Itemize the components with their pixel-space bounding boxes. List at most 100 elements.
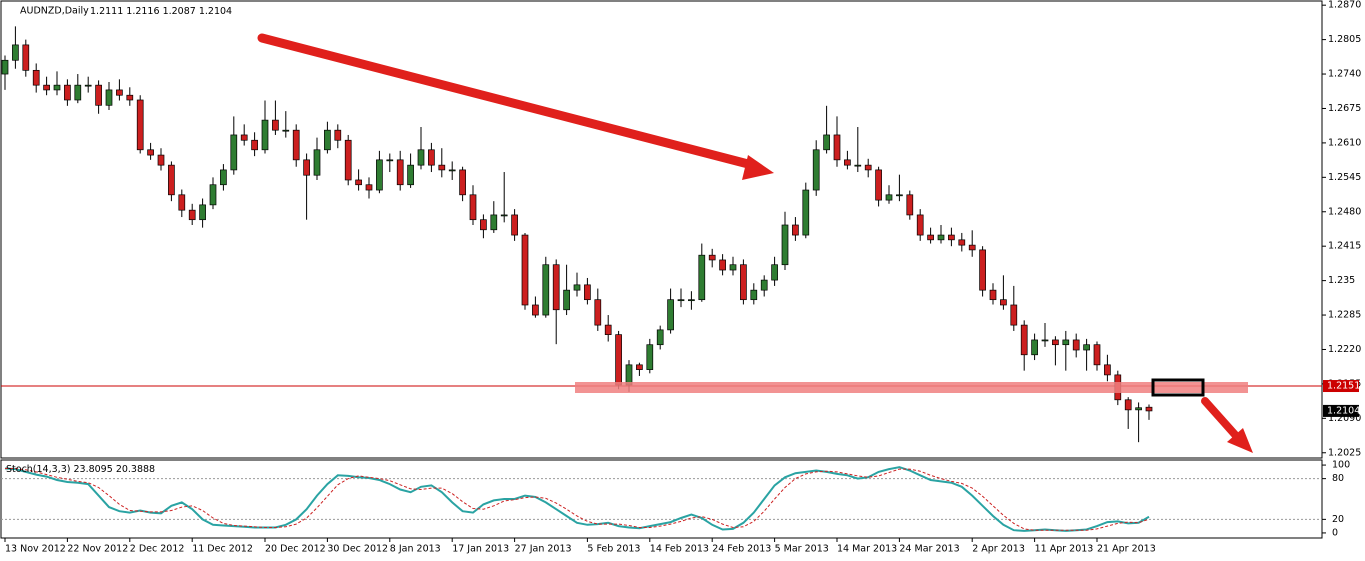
- indicator-title: Stoch(14,3,3) 23.8095 20.3888: [6, 464, 155, 475]
- candle-body: [781, 224, 789, 266]
- trend-arrow-shaft: [257, 33, 757, 170]
- candle-body: [1145, 406, 1153, 412]
- candle-body: [1020, 324, 1028, 356]
- candle-body: [656, 329, 664, 346]
- x-tick-label: 5 Feb 2013: [587, 544, 640, 555]
- candle-body: [386, 159, 394, 162]
- candle-body: [22, 44, 30, 71]
- candle-body: [677, 299, 685, 302]
- x-tick-label: 21 Apr 2013: [1097, 544, 1156, 555]
- candle-body: [136, 99, 144, 151]
- candle-body: [521, 234, 529, 306]
- candle-body: [417, 149, 425, 166]
- candle-body: [532, 304, 539, 316]
- candle-body: [864, 164, 872, 171]
- candle-body: [1041, 339, 1049, 342]
- candle-body: [64, 84, 71, 101]
- candle-body: [282, 129, 290, 132]
- candle-body: [760, 279, 768, 291]
- candle-body: [459, 169, 466, 196]
- price-tag: [1323, 404, 1359, 417]
- candle-body: [428, 149, 435, 166]
- candle-body: [500, 214, 508, 217]
- candle-body: [105, 89, 113, 106]
- down-arrow-shaft: [1201, 397, 1242, 442]
- candle-body: [812, 149, 820, 191]
- candle-body: [823, 134, 830, 151]
- candle-body: [646, 344, 654, 370]
- ohlc-header: 1.2111 1.2116 1.2087 1.2104: [90, 6, 232, 17]
- x-tick-label: 24 Feb 2013: [712, 544, 771, 555]
- candle-body: [313, 149, 321, 176]
- candle-body: [220, 169, 227, 186]
- candle-body: [178, 194, 186, 211]
- y-tick-label: 1.2545: [1328, 172, 1361, 183]
- chart-title: AUDNZD,Daily: [20, 6, 89, 17]
- candle-body: [740, 264, 747, 301]
- candle-body: [74, 84, 82, 101]
- candle-body: [324, 129, 331, 151]
- candle-body: [937, 234, 945, 241]
- x-tick-label: 2 Dec 2012: [130, 544, 185, 555]
- candle-body: [573, 284, 581, 291]
- candle-body: [594, 299, 602, 326]
- high-value: 1.2116: [126, 6, 159, 17]
- candle-body: [854, 164, 862, 167]
- candle-body: [896, 194, 903, 197]
- candle-body: [511, 214, 518, 236]
- candle-body: [292, 129, 300, 161]
- candle-body: [916, 214, 924, 236]
- y-tick-label: 1.235: [1328, 275, 1355, 286]
- candle-body: [708, 254, 716, 261]
- d-value: 20.3888: [116, 464, 155, 475]
- price-tag-label: 1.2104: [1327, 405, 1360, 416]
- level-tag: [1323, 380, 1359, 393]
- candle-body: [771, 264, 778, 281]
- candle-body: [750, 289, 758, 301]
- candle-body: [625, 364, 633, 386]
- candle-body: [833, 134, 841, 161]
- candle-body: [116, 89, 123, 96]
- candle-body: [84, 84, 92, 87]
- y-tick-label: 1.2480: [1328, 206, 1361, 217]
- candle-body: [792, 224, 799, 236]
- candle-body: [989, 289, 997, 301]
- candle-body: [1052, 339, 1059, 346]
- candle-body: [272, 119, 279, 131]
- candle-body: [1083, 344, 1090, 351]
- open-value: 1.2111: [90, 6, 123, 17]
- candle-body: [688, 299, 695, 302]
- candle-body: [376, 159, 383, 191]
- candle-body: [53, 84, 61, 91]
- close-value: 1.2104: [199, 6, 232, 17]
- candle-body: [1104, 364, 1111, 376]
- candle-body: [1135, 407, 1142, 411]
- candle-body: [552, 264, 560, 311]
- candle-body: [438, 164, 446, 171]
- level-tag-label: 1.2151: [1327, 381, 1360, 392]
- candle-body: [698, 254, 706, 301]
- candle-body: [615, 334, 622, 386]
- x-tick-label: 8 Jan 2013: [390, 544, 441, 555]
- y-tick-label: 100: [1332, 460, 1350, 471]
- candle-body: [469, 194, 477, 221]
- candle-body: [875, 169, 882, 201]
- candle-body: [230, 134, 238, 171]
- candle-body: [1072, 339, 1080, 351]
- candle-body: [927, 234, 934, 241]
- down-arrow-head: [1227, 428, 1253, 453]
- annotations: [257, 33, 1253, 453]
- candle-body: [355, 179, 362, 186]
- candle-body: [1124, 399, 1132, 411]
- x-tick-label: 14 Mar 2013: [837, 544, 897, 555]
- candle-body: [604, 324, 612, 335]
- candle-body: [240, 134, 248, 141]
- candle-body: [490, 214, 498, 231]
- support-zone: [575, 382, 1248, 393]
- candle-body: [32, 69, 40, 86]
- candle-body: [844, 159, 851, 166]
- x-tick-label: 17 Jan 2013: [452, 544, 509, 555]
